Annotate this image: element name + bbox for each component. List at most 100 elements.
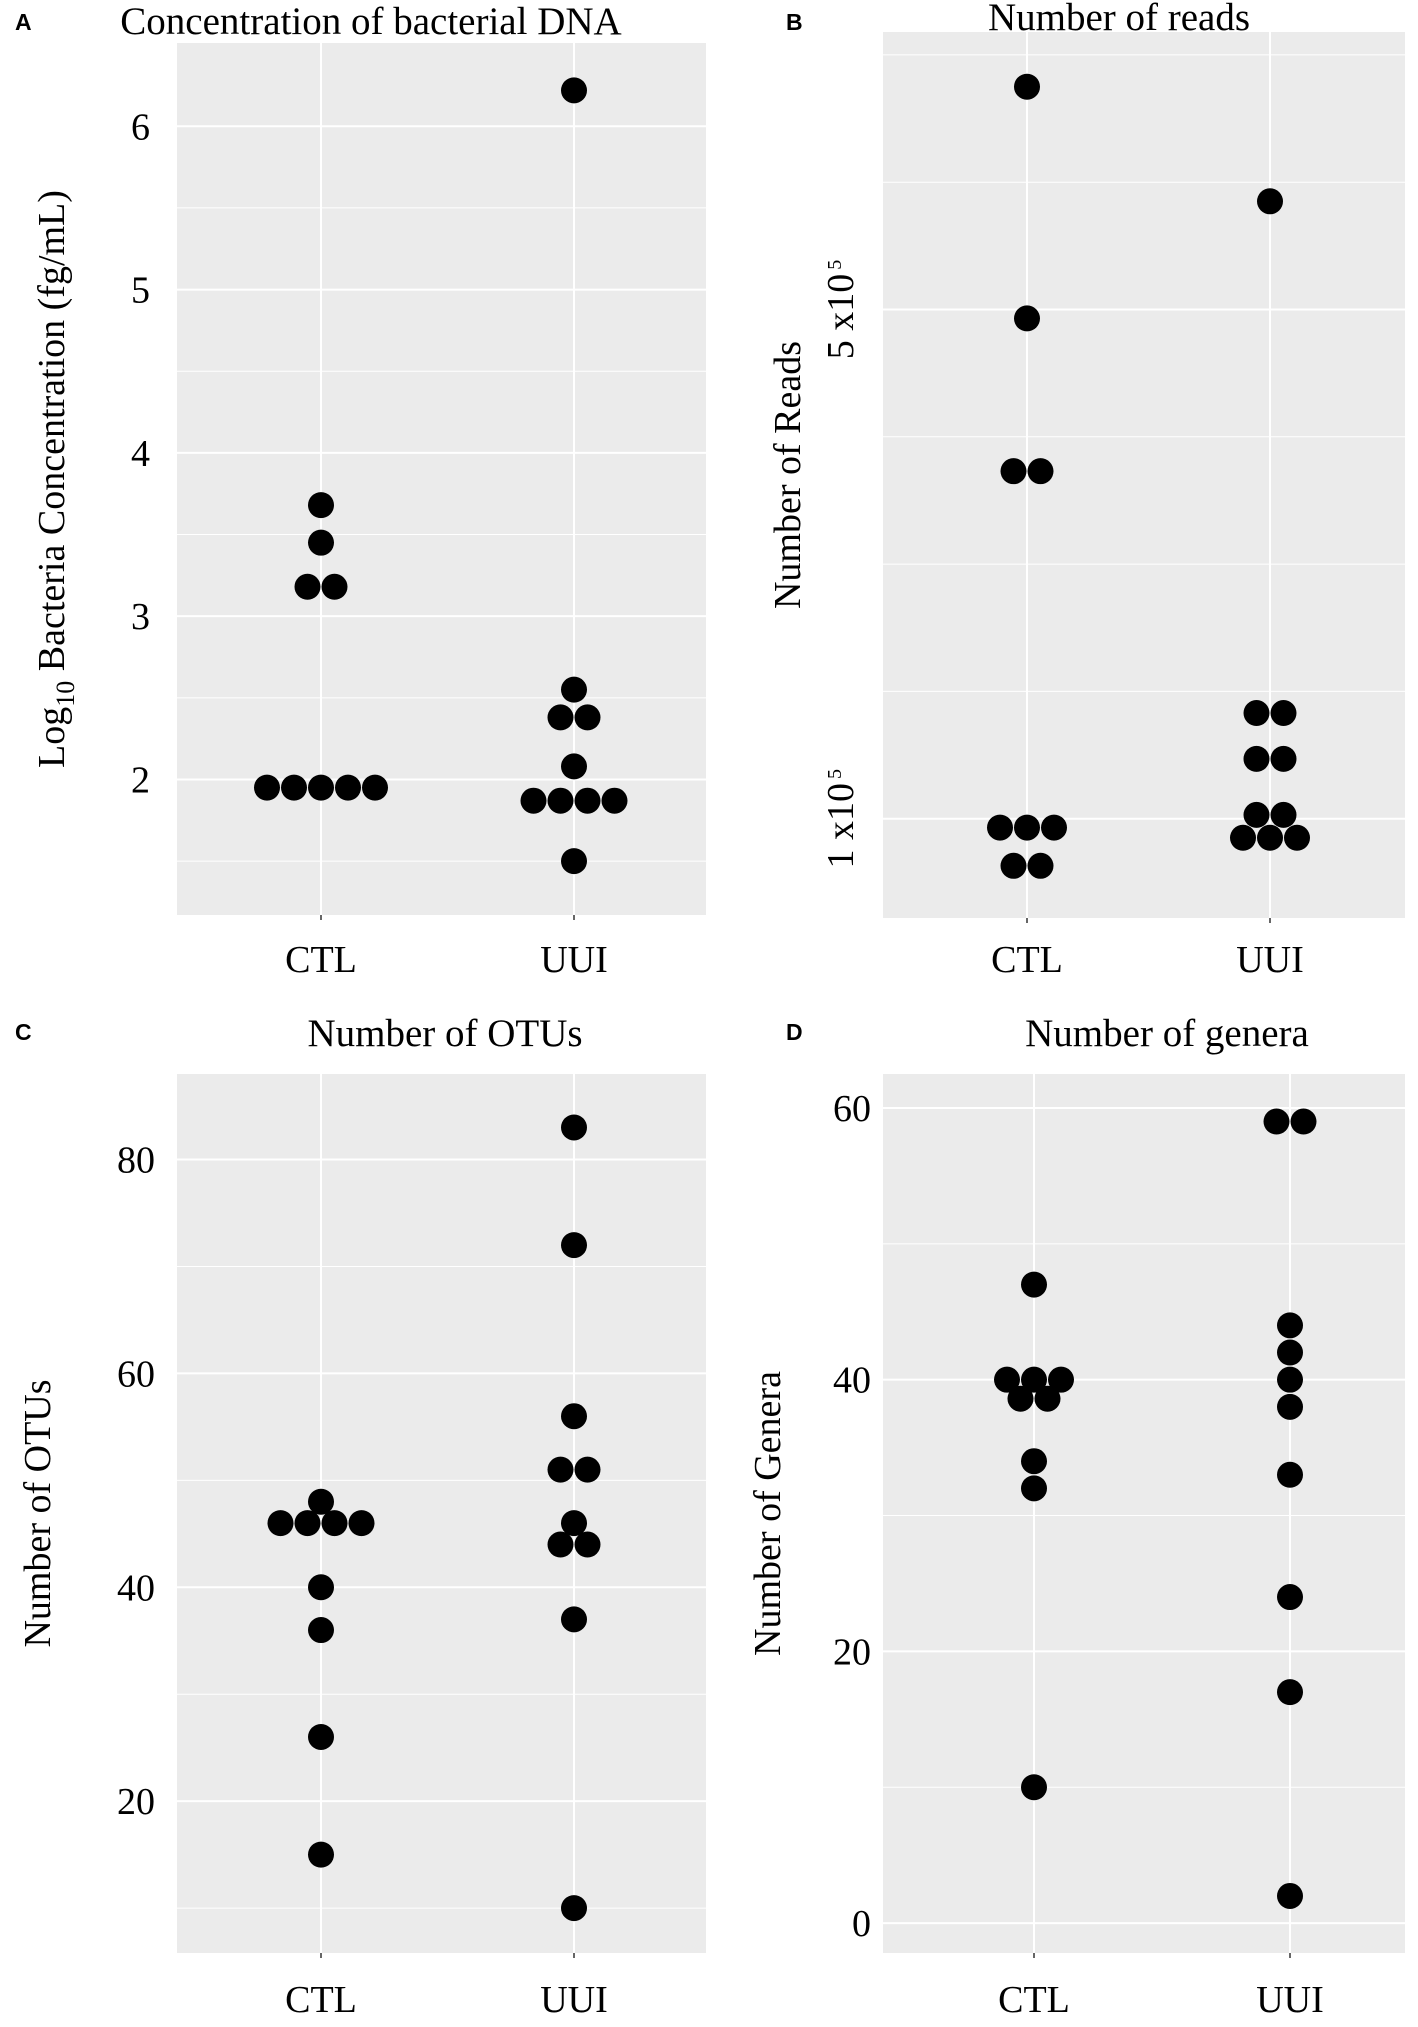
x-tick-label: CTL bbox=[991, 939, 1063, 981]
y-tick-label: 2 bbox=[131, 759, 150, 801]
panel-a: A Concentration of bacterial DNA 2 3 4 5 6 Log1… bbox=[15, 0, 706, 981]
y-axis-label-text: Log bbox=[31, 707, 73, 768]
data-point-ctl bbox=[294, 1510, 321, 1537]
data-point-ctl bbox=[1000, 852, 1027, 879]
x-tick-label: CTL bbox=[998, 1979, 1070, 2021]
data-point-uui bbox=[561, 1606, 587, 1633]
data-point-uui bbox=[561, 77, 587, 104]
data-point-uui bbox=[1277, 1679, 1303, 1706]
data-point-uui bbox=[561, 1114, 587, 1141]
x-tick-label: UUI bbox=[540, 1979, 608, 2021]
data-point-uui bbox=[561, 1510, 587, 1537]
data-point-uui bbox=[1270, 700, 1297, 727]
data-point-ctl bbox=[1034, 1385, 1061, 1412]
data-point-ctl bbox=[1014, 814, 1040, 841]
plot-background bbox=[883, 1074, 1405, 1953]
data-point-ctl bbox=[308, 1488, 334, 1515]
data-point-ctl bbox=[362, 774, 388, 801]
panel-d: D Number of genera 0 20 40 60 Number of Genera… bbox=[747, 1012, 1405, 2021]
data-point-uui bbox=[574, 787, 601, 814]
data-point-ctl bbox=[1041, 814, 1067, 841]
data-point-uui bbox=[1230, 824, 1256, 851]
data-point-ctl bbox=[1027, 458, 1054, 485]
data-point-ctl bbox=[321, 573, 348, 600]
data-point-ctl bbox=[1021, 1475, 1047, 1502]
x-tick-label: UUI bbox=[1236, 939, 1304, 981]
data-point-uui bbox=[574, 704, 601, 731]
data-point-uui bbox=[547, 704, 574, 731]
data-point-ctl bbox=[308, 1723, 334, 1750]
y-tick-mantissa: 5 x10 bbox=[820, 274, 862, 360]
data-point-ctl bbox=[308, 529, 334, 556]
y-tick-label: 40 bbox=[833, 1360, 871, 1402]
data-point-uui bbox=[520, 787, 547, 814]
data-point-uui bbox=[1257, 188, 1283, 215]
data-point-uui bbox=[561, 1403, 587, 1430]
panel-label: D bbox=[786, 1019, 803, 1045]
data-point-ctl bbox=[1048, 1366, 1074, 1393]
y-axis-label: Number of Genera bbox=[747, 1371, 789, 1656]
data-point-ctl bbox=[1007, 1385, 1034, 1412]
plot-background bbox=[177, 1074, 706, 1953]
data-point-ctl bbox=[294, 573, 321, 600]
data-point-ctl bbox=[1027, 852, 1054, 879]
panel-label: C bbox=[15, 1019, 32, 1045]
data-point-uui bbox=[1277, 1584, 1303, 1611]
data-point-uui bbox=[574, 1531, 601, 1558]
y-tick-label: 20 bbox=[117, 1781, 155, 1823]
panel-label: A bbox=[15, 9, 32, 35]
data-point-ctl bbox=[1014, 73, 1040, 100]
y-tick-exponent: 5 bbox=[824, 769, 846, 779]
data-point-ctl bbox=[1021, 1271, 1047, 1298]
y-tick-label: 5 x10 5 bbox=[820, 260, 862, 360]
data-point-uui bbox=[1243, 700, 1270, 727]
chart-title: Number of reads bbox=[988, 0, 1250, 39]
plot-background bbox=[177, 43, 706, 915]
data-point-uui bbox=[561, 1895, 587, 1922]
x-tick-label: CTL bbox=[285, 1979, 357, 2021]
y-tick-label: 0 bbox=[852, 1903, 871, 1945]
chart-title: Concentration of bacterial DNA bbox=[120, 0, 621, 43]
data-point-uui bbox=[574, 1456, 601, 1483]
data-point-uui bbox=[1243, 745, 1270, 772]
data-point-uui bbox=[561, 1232, 587, 1259]
data-point-ctl bbox=[321, 1510, 348, 1537]
y-tick-label: 60 bbox=[833, 1088, 871, 1130]
chart-title: Number of genera bbox=[1025, 1012, 1309, 1055]
data-point-uui bbox=[547, 1456, 574, 1483]
data-point-uui bbox=[547, 1531, 574, 1558]
plot-background bbox=[883, 32, 1405, 918]
y-axis-label-text: Number of OTUs bbox=[17, 1379, 59, 1647]
data-point-uui bbox=[1277, 1339, 1303, 1366]
data-point-uui bbox=[1284, 824, 1310, 851]
data-point-uui bbox=[601, 787, 628, 814]
y-tick-label: 20 bbox=[833, 1631, 871, 1673]
data-point-ctl bbox=[1021, 1366, 1047, 1393]
data-point-uui bbox=[561, 848, 587, 875]
data-point-ctl bbox=[1014, 305, 1040, 332]
y-tick-mantissa: 1 x10 bbox=[820, 783, 862, 869]
data-point-ctl bbox=[308, 1617, 334, 1644]
data-point-ctl bbox=[267, 1510, 294, 1537]
y-tick-label: 6 bbox=[131, 106, 150, 148]
y-axis-label-rest: Bacteria Concentration (fg/mL) bbox=[31, 190, 73, 681]
data-point-uui bbox=[1270, 801, 1297, 828]
data-point-uui bbox=[561, 676, 587, 703]
y-tick-label: 40 bbox=[117, 1567, 155, 1609]
y-axis-label: Number of OTUs bbox=[17, 1379, 59, 1647]
data-point-ctl bbox=[308, 1841, 334, 1868]
data-point-ctl bbox=[987, 814, 1013, 841]
y-axis-label-text: Number of Reads bbox=[767, 341, 809, 609]
data-point-uui bbox=[1277, 1882, 1303, 1909]
data-point-uui bbox=[1277, 1366, 1303, 1393]
data-point-uui bbox=[1263, 1108, 1290, 1135]
panel-c: C Number of OTUs 20 40 60 80 Number of OTUs CTL… bbox=[15, 1012, 706, 2021]
data-point-uui bbox=[1270, 745, 1297, 772]
x-tick-label: CTL bbox=[285, 939, 357, 981]
data-point-ctl bbox=[994, 1366, 1020, 1393]
data-point-uui bbox=[1243, 801, 1270, 828]
data-point-uui bbox=[1277, 1461, 1303, 1488]
data-point-uui bbox=[561, 753, 587, 780]
y-tick-label: 3 bbox=[131, 596, 150, 638]
